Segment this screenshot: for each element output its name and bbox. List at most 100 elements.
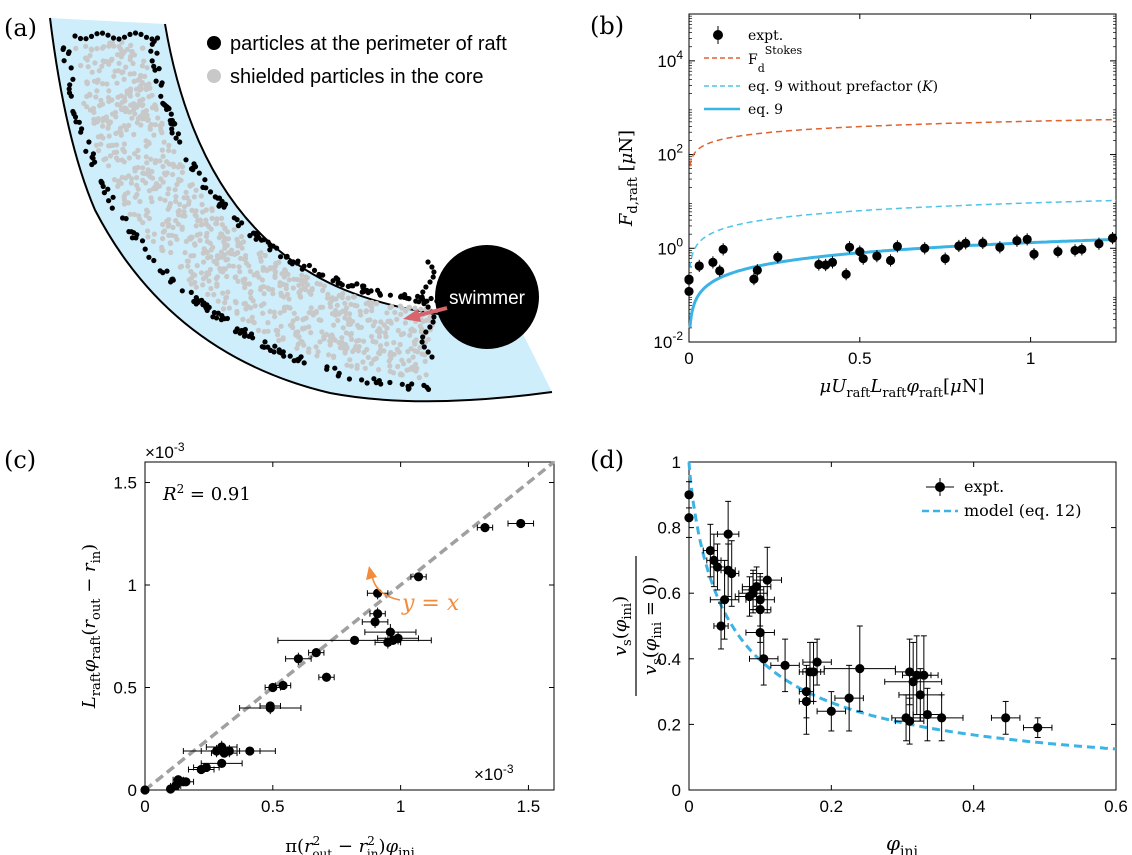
core-particle — [358, 312, 364, 318]
core-particle — [418, 306, 424, 312]
core-particle — [275, 332, 281, 338]
perimeter-particle — [387, 379, 393, 386]
panel-c-x-multiplier: ×10-3 — [474, 762, 514, 784]
data-point — [755, 627, 765, 638]
core-particle — [325, 291, 331, 297]
core-particle — [401, 361, 407, 367]
core-particle — [173, 218, 179, 224]
core-particle — [362, 365, 368, 371]
y-tick-label: 0 — [672, 781, 681, 800]
y-tick-label: 0.4 — [657, 650, 681, 669]
core-particle — [139, 79, 145, 86]
core-particle — [281, 304, 288, 310]
legend-b-stokes: FdStokes — [748, 44, 803, 75]
y-tick-label: 100 — [657, 235, 683, 258]
data-point — [1001, 713, 1011, 723]
core-particle — [261, 301, 267, 307]
core-particle — [349, 336, 355, 342]
core-particle — [144, 65, 150, 71]
data-point — [1033, 723, 1043, 733]
core-particle — [248, 305, 254, 311]
data-point — [684, 286, 694, 297]
core-particle — [321, 336, 327, 342]
core-particle — [85, 64, 91, 70]
data-point — [826, 706, 836, 716]
core-particle — [396, 349, 402, 355]
core-particle — [166, 142, 172, 149]
core-particle — [349, 318, 356, 325]
core-particle — [241, 301, 247, 307]
core-particle — [218, 231, 224, 237]
perimeter-particle — [200, 184, 206, 190]
perimeter-particle — [65, 50, 72, 57]
core-particle — [290, 285, 296, 291]
core-particle — [368, 361, 374, 367]
perimeter-particle — [179, 288, 185, 294]
perimeter-particle — [171, 120, 177, 126]
core-particle — [381, 322, 387, 328]
panel-c-axes-frame — [144, 461, 555, 791]
data-point — [1107, 233, 1118, 243]
panel-c-label: (c) — [4, 446, 36, 474]
core-particle — [180, 164, 186, 170]
core-particle — [348, 330, 354, 337]
core-particle — [398, 311, 404, 317]
core-particle — [114, 101, 120, 108]
core-particle — [315, 349, 321, 355]
core-particle — [308, 291, 314, 297]
y-tick-label: 102 — [657, 142, 683, 165]
data-point — [708, 257, 718, 267]
core-particle — [170, 161, 176, 167]
core-particle — [98, 141, 104, 147]
core-particle — [177, 264, 183, 270]
perimeter-particle — [101, 190, 107, 196]
data-point — [712, 562, 723, 572]
core-particle — [121, 141, 127, 147]
core-particle — [87, 91, 93, 97]
core-particle — [188, 268, 194, 275]
perimeter-particle — [364, 287, 370, 293]
core-particle — [198, 193, 204, 199]
perimeter-particle — [121, 34, 128, 40]
core-particle — [400, 331, 407, 337]
core-particle — [160, 221, 166, 228]
core-particle — [145, 234, 151, 240]
core-particle — [234, 310, 240, 316]
core-particle — [394, 316, 400, 322]
panel-a-schematic: (a) swimmer particles at the perimeter o… — [4, 14, 553, 403]
perimeter-particle — [134, 232, 140, 238]
data-point — [920, 243, 930, 253]
core-particle — [424, 317, 430, 323]
core-particle — [416, 375, 422, 381]
core-particle — [91, 78, 98, 84]
perimeter-particle — [143, 34, 150, 40]
core-particle — [231, 227, 237, 233]
data-point — [719, 595, 730, 605]
perimeter-particle — [425, 349, 431, 355]
core-particle — [203, 274, 209, 280]
perimeter-particle — [421, 299, 427, 305]
perimeter-particle — [139, 238, 146, 244]
core-particle — [187, 235, 193, 241]
core-particle — [131, 131, 137, 138]
core-particle — [358, 324, 364, 330]
data-point — [1012, 236, 1022, 246]
data-point — [718, 244, 728, 254]
perimeter-particle — [332, 365, 338, 371]
core-particle — [170, 171, 176, 178]
perimeter-particle — [377, 292, 383, 298]
core-particle — [149, 199, 155, 205]
core-particle — [395, 363, 401, 370]
core-particle — [140, 165, 146, 171]
data-point — [1029, 249, 1039, 259]
core-particle — [204, 238, 210, 245]
core-particle — [345, 317, 351, 323]
data-point — [978, 238, 988, 248]
perimeter-particle — [398, 294, 404, 300]
core-particle — [118, 46, 124, 52]
core-particle — [373, 355, 379, 361]
core-particle — [121, 201, 127, 207]
perimeter-particle — [235, 223, 241, 229]
core-particle — [302, 276, 308, 282]
core-particle — [225, 289, 231, 295]
